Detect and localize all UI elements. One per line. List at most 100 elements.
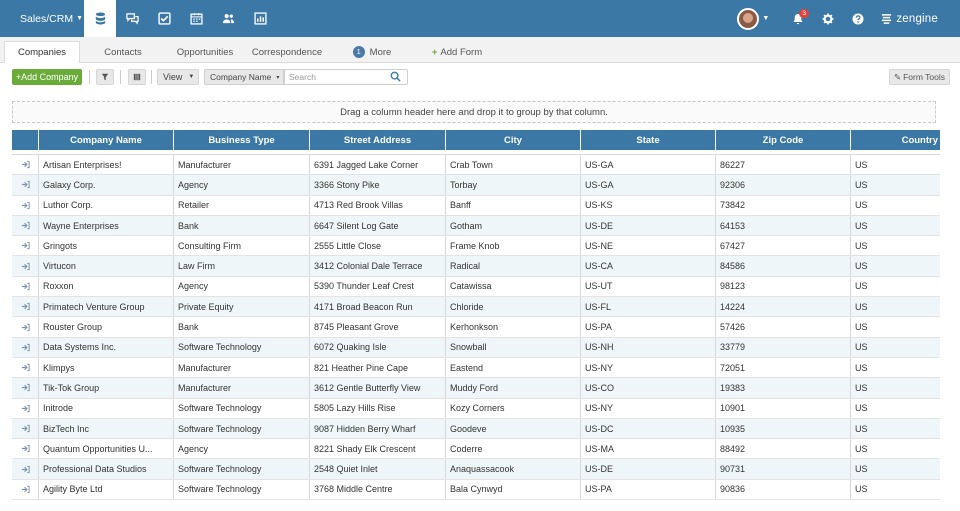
tab-add-form[interactable]: + Add Form <box>426 41 488 63</box>
table-row[interactable]: Galaxy Corp. Agency 3366 Stony Pike Torbay U… <box>12 175 940 196</box>
open-record-icon[interactable] <box>12 256 39 276</box>
filter-icon[interactable] <box>96 69 114 85</box>
add-company-button[interactable]: +Add Company <box>12 69 82 85</box>
country-cell: US <box>855 403 868 414</box>
table-row[interactable]: Wayne Enterprises Bank 6647 Silent Log Gat… <box>12 215 940 237</box>
tab-correspondence[interactable]: Correspondence <box>248 41 326 63</box>
business-type-cell: Consulting Firm <box>174 236 310 256</box>
column-header-company-name[interactable]: Company Name <box>39 130 174 150</box>
table-row[interactable]: Klimpys Manufacturer 821 Heather Pine Cape… <box>12 357 940 379</box>
avatar[interactable] <box>737 7 760 30</box>
state-cell: US-MA <box>581 439 716 459</box>
street-address-cell: 3366 Stony Pike <box>310 175 446 195</box>
street-address-cell: 3412 Colonial Dale Terrace <box>310 256 446 276</box>
open-record-icon[interactable] <box>12 459 39 479</box>
column-header-business-type[interactable]: Business Type <box>174 130 310 150</box>
open-record-icon[interactable] <box>12 297 39 317</box>
open-record-icon[interactable] <box>12 195 39 215</box>
open-record-icon[interactable] <box>12 479 39 500</box>
column-header-city[interactable]: City <box>446 130 581 150</box>
tab-more[interactable]: 1 More <box>344 41 400 63</box>
street-address-cell: 8745 Pleasant Grove <box>310 317 446 337</box>
workspace-menu[interactable]: Sales/CRM ▼ <box>0 0 84 37</box>
open-record-icon[interactable] <box>12 236 39 256</box>
table-row[interactable]: Luthor Corp. Retailer 4713 Red Brook Villa… <box>12 195 940 216</box>
open-record-icon[interactable] <box>12 378 39 398</box>
people-icon[interactable] <box>212 0 244 37</box>
street-address-cell: 4713 Red Brook Villas <box>310 195 446 215</box>
tab-opportunities[interactable]: Opportunities <box>166 41 244 63</box>
business-type-cell: Bank <box>174 215 310 236</box>
table-row[interactable]: Tik-Tok Group Manufacturer 3612 Gentle But… <box>12 378 940 399</box>
view-dropdown[interactable]: View ▼ <box>157 69 199 85</box>
company-name-cell: Artisan Enterprises! <box>39 155 174 175</box>
toolbar-divider <box>120 70 121 84</box>
column-header-country[interactable]: Country <box>901 134 938 146</box>
business-type-cell: Agency <box>174 276 310 297</box>
search-input[interactable] <box>284 69 408 85</box>
open-record-icon[interactable] <box>12 337 39 357</box>
state-cell: US-GA <box>581 175 716 195</box>
form-tools-button[interactable]: ✎ Form Tools <box>889 69 950 85</box>
table-row[interactable]: Gringots Consulting Firm 2555 Little Close… <box>12 236 940 257</box>
open-record-icon[interactable] <box>12 398 39 418</box>
open-record-icon[interactable] <box>12 215 39 236</box>
column-header-street-address[interactable]: Street Address <box>310 130 446 150</box>
column-header-zip-code[interactable]: Zip Code <box>716 130 851 150</box>
open-record-icon[interactable] <box>12 175 39 195</box>
notifications-bell-icon[interactable]: 3 <box>783 0 813 37</box>
business-type-cell: Private Equity <box>174 297 310 317</box>
table-row[interactable]: Data Systems Inc. Software Technology 6072… <box>12 337 940 358</box>
gear-icon[interactable] <box>813 0 843 37</box>
tab-contacts[interactable]: Contacts <box>90 41 156 63</box>
table-row[interactable]: Professional Data Studios Software Techno… <box>12 459 940 480</box>
chat-icon[interactable] <box>116 0 148 37</box>
table-row[interactable]: Rouster Group Bank 8745 Pleasant Grove Kerh… <box>12 317 940 338</box>
table-row[interactable]: Roxxon Agency 5390 Thunder Leaf Crest Cataw… <box>12 276 940 298</box>
database-icon[interactable] <box>84 0 116 37</box>
zip-code-cell: 90836 <box>716 479 851 500</box>
header-icon-column <box>12 130 39 150</box>
zip-code-cell: 84586 <box>716 256 851 276</box>
table-row[interactable]: BizTech Inc Software Technology 9087 Hidde… <box>12 418 940 440</box>
open-record-icon[interactable] <box>12 439 39 459</box>
search-field-select[interactable]: Company Name ▾ <box>204 69 284 85</box>
table-row[interactable]: Agility Byte Ltd Software Technology 3768 … <box>12 479 940 501</box>
city-cell: Eastend <box>446 357 581 378</box>
table-row[interactable]: Virtucon Law Firm 3412 Colonial Dale Terra… <box>12 256 940 277</box>
open-record-icon[interactable] <box>12 155 39 175</box>
help-icon[interactable] <box>843 0 873 37</box>
table-row[interactable]: Quantum Opportunities U... Agency 8221 Sha… <box>12 439 940 460</box>
open-record-icon[interactable] <box>12 418 39 439</box>
tab-companies[interactable]: Companies <box>4 41 80 63</box>
open-record-icon[interactable] <box>12 317 39 337</box>
calendar-icon[interactable] <box>180 0 212 37</box>
state-cell: US-DE <box>581 215 716 236</box>
table-row[interactable]: Primatech Venture Group Private Equity 417… <box>12 297 940 318</box>
zip-code-cell: 67427 <box>716 236 851 256</box>
open-record-icon[interactable] <box>12 357 39 378</box>
street-address-cell: 6072 Quaking Isle <box>310 337 446 357</box>
tab-label: Correspondence <box>251 46 323 58</box>
chart-icon[interactable] <box>244 0 276 37</box>
country-cell: US <box>855 423 868 434</box>
table-row[interactable]: Initrode Software Technology 5805 Lazy Hil… <box>12 398 940 419</box>
zip-code-cell: 90731 <box>716 459 851 479</box>
city-cell: Coderre <box>446 439 581 459</box>
company-name-cell: Klimpys <box>39 357 174 378</box>
table-row[interactable]: Artisan Enterprises! Manufacturer 6391 Jag… <box>12 155 940 176</box>
grid-header-spacer <box>12 150 940 155</box>
tab-label: Companies <box>17 47 67 58</box>
search-icon[interactable] <box>390 71 402 83</box>
zip-code-cell: 10935 <box>716 418 851 439</box>
state-cell: US-NE <box>581 236 716 256</box>
checklist-icon[interactable] <box>148 0 180 37</box>
zip-code-cell: 72051 <box>716 357 851 378</box>
caret-down-icon[interactable]: ▼ <box>762 15 770 22</box>
columns-icon[interactable] <box>128 69 146 85</box>
open-record-icon[interactable] <box>12 276 39 297</box>
company-name-cell: Tik-Tok Group <box>39 378 174 398</box>
group-by-drop-zone[interactable]: Drag a column header here and drop it to… <box>12 101 936 123</box>
business-type-cell: Manufacturer <box>174 357 310 378</box>
column-header-state[interactable]: State <box>581 130 716 150</box>
